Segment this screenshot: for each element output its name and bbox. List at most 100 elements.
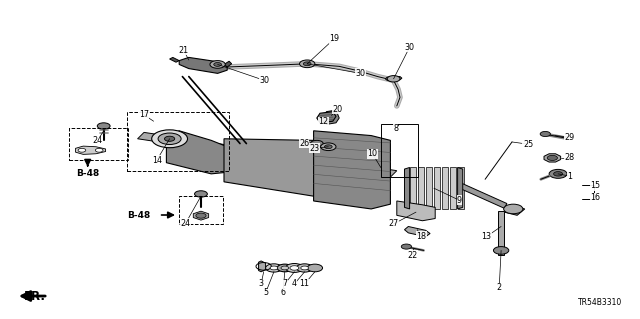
Circle shape: [387, 76, 400, 82]
Circle shape: [210, 61, 225, 68]
Bar: [127, 112, 229, 171]
Text: 30: 30: [404, 43, 415, 52]
Polygon shape: [224, 139, 326, 196]
Circle shape: [301, 266, 308, 270]
Polygon shape: [426, 167, 433, 209]
Text: 12: 12: [318, 117, 328, 126]
Text: 27: 27: [388, 219, 399, 228]
Circle shape: [164, 136, 175, 141]
Circle shape: [401, 244, 412, 249]
Bar: [381, 124, 418, 177]
Text: 15: 15: [590, 181, 600, 190]
Polygon shape: [323, 110, 339, 124]
Polygon shape: [404, 226, 430, 237]
Text: 11: 11: [300, 279, 310, 288]
Text: 20: 20: [332, 105, 342, 114]
Text: 24: 24: [180, 219, 191, 228]
Circle shape: [321, 143, 336, 151]
Text: 10: 10: [367, 149, 378, 158]
Polygon shape: [138, 132, 397, 177]
Text: 30: 30: [355, 69, 365, 78]
Text: 5: 5: [263, 288, 268, 297]
Circle shape: [196, 213, 206, 218]
Text: B-48: B-48: [127, 211, 150, 219]
Polygon shape: [385, 77, 402, 80]
Polygon shape: [317, 112, 336, 123]
Circle shape: [303, 62, 311, 66]
Text: 26: 26: [299, 139, 309, 148]
Polygon shape: [498, 211, 504, 255]
Circle shape: [547, 155, 557, 160]
Circle shape: [78, 148, 86, 152]
Circle shape: [290, 266, 299, 270]
Text: 6: 6: [280, 288, 285, 297]
Polygon shape: [417, 167, 424, 209]
Text: 14: 14: [152, 156, 162, 165]
Polygon shape: [193, 211, 209, 220]
Text: 18: 18: [416, 232, 426, 241]
Text: 9: 9: [457, 196, 462, 205]
Circle shape: [214, 63, 221, 66]
Circle shape: [266, 264, 282, 272]
Circle shape: [95, 148, 103, 152]
Text: 4: 4: [292, 279, 297, 288]
Text: 28: 28: [564, 153, 575, 162]
Circle shape: [307, 264, 323, 272]
Polygon shape: [544, 154, 561, 162]
Polygon shape: [410, 167, 417, 209]
Polygon shape: [179, 57, 227, 73]
Text: 23: 23: [310, 144, 320, 153]
Circle shape: [310, 140, 323, 147]
Circle shape: [270, 266, 278, 270]
Text: 7: 7: [282, 279, 287, 288]
Circle shape: [540, 131, 550, 137]
Text: 1: 1: [567, 172, 572, 181]
Polygon shape: [450, 167, 456, 209]
Polygon shape: [404, 167, 410, 209]
Text: FR.: FR.: [24, 290, 46, 302]
Circle shape: [300, 60, 315, 68]
Polygon shape: [314, 131, 390, 209]
Polygon shape: [76, 146, 106, 154]
Circle shape: [281, 266, 289, 270]
Circle shape: [285, 263, 303, 272]
Polygon shape: [434, 167, 440, 209]
Text: 21: 21: [179, 46, 189, 55]
Polygon shape: [460, 183, 507, 208]
Text: 3: 3: [259, 279, 264, 288]
Polygon shape: [224, 61, 232, 67]
Text: TR54B3310: TR54B3310: [578, 298, 622, 307]
Circle shape: [554, 172, 563, 176]
Text: 24: 24: [92, 137, 102, 145]
Polygon shape: [166, 131, 227, 174]
Text: 29: 29: [564, 133, 575, 142]
Polygon shape: [170, 57, 179, 62]
Polygon shape: [458, 167, 463, 209]
Polygon shape: [397, 201, 435, 221]
Circle shape: [158, 133, 181, 145]
Text: 16: 16: [590, 193, 600, 202]
Bar: [69, 128, 128, 160]
Circle shape: [493, 247, 509, 254]
Polygon shape: [259, 261, 266, 272]
Text: 22: 22: [408, 251, 418, 260]
Text: 2: 2: [497, 283, 502, 292]
Circle shape: [504, 204, 523, 214]
Bar: [179, 196, 223, 224]
Circle shape: [195, 191, 207, 197]
Circle shape: [549, 169, 567, 178]
Circle shape: [324, 145, 332, 149]
Polygon shape: [504, 206, 525, 215]
Circle shape: [277, 264, 292, 272]
Text: B-48: B-48: [76, 169, 99, 178]
Text: 13: 13: [481, 232, 492, 241]
Text: 19: 19: [329, 34, 339, 43]
Polygon shape: [458, 167, 465, 209]
Circle shape: [152, 130, 188, 148]
Text: 25: 25: [523, 140, 533, 149]
Text: 17: 17: [139, 110, 149, 119]
Circle shape: [97, 123, 110, 129]
Text: 8: 8: [393, 124, 398, 133]
Text: 30: 30: [259, 76, 269, 85]
Circle shape: [296, 264, 313, 272]
